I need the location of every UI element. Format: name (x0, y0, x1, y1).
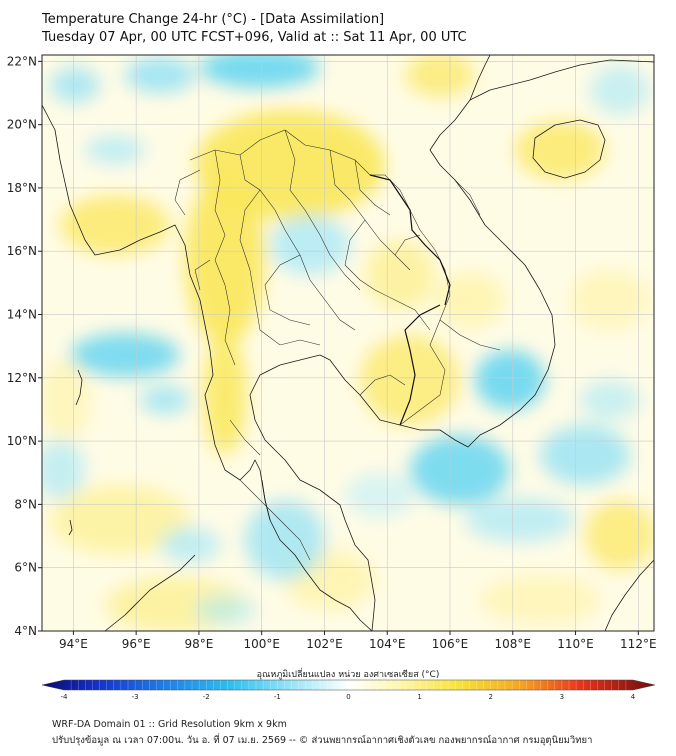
colorbar-tick-label: 4 (631, 693, 636, 701)
colorbar-tick-label: -4 (61, 693, 69, 701)
colorbar-tick-label: -1 (274, 693, 281, 701)
map-frame (41, 54, 655, 632)
footer-update-info: ปรับปรุงข้อมูล ณ เวลา 07:00น. วัน อ. ที่… (52, 735, 593, 746)
temperature-field (42, 55, 654, 631)
lon-tick-label: 100°E (243, 637, 280, 651)
lon-tick-label: 112°E (620, 637, 657, 651)
colorbar-tick-label: -2 (203, 693, 210, 701)
colorbar-tick-label: 2 (489, 693, 493, 701)
axis-ticks: 22°N 20°N 18°N 16°N 14°N 12°N 10°N 8°N 6°N 4°N 94°… (7, 54, 657, 651)
lat-tick-label: 22°N (7, 54, 37, 68)
lon-tick-label: 106°E (432, 637, 469, 651)
colorbar-tick-label: 0 (346, 693, 350, 701)
lon-tick-label: 104°E (369, 637, 406, 651)
lon-tick-label: 102°E (306, 637, 343, 651)
lon-tick-label: 108°E (495, 637, 532, 651)
footer-model-info: WRF-DA Domain 01 :: Grid Resolution 9km … (52, 719, 287, 730)
lat-tick-label: 12°N (7, 371, 37, 385)
lat-tick-label: 8°N (14, 497, 37, 511)
lat-tick-label: 10°N (7, 434, 37, 448)
lat-tick-label: 6°N (14, 561, 37, 575)
chart-subtitle: Tuesday 07 Apr, 00 UTC FCST+096, Valid a… (42, 30, 467, 45)
lat-tick-label: 4°N (14, 624, 37, 638)
national-borders (369, 174, 451, 426)
coastlines (42, 55, 654, 631)
colorbar-tick-label: -3 (132, 693, 139, 701)
chart-title: Temperature Change 24-hr (°C) - [Data As… (42, 12, 385, 27)
lon-tick-label: 94°E (59, 637, 88, 651)
colorbar: อุณหภูมิเปลี่ยนแปลง หน่วย องศาเซลเซียส (… (41, 667, 656, 701)
province-borders (174, 129, 501, 561)
lat-tick-label: 20°N (7, 118, 37, 132)
lon-tick-label: 96°E (122, 637, 151, 651)
colorbar-title: อุณหภูมิเปลี่ยนแปลง หน่วย องศาเซลเซียส (… (257, 667, 440, 680)
lat-tick-label: 16°N (7, 244, 37, 258)
lon-tick-label: 110°E (557, 637, 594, 651)
colorbar-tick-label: 1 (417, 693, 421, 701)
lon-tick-label: 98°E (184, 637, 213, 651)
lat-tick-label: 18°N (7, 181, 37, 195)
lat-tick-label: 14°N (7, 308, 37, 322)
colorbar-tick-label: 3 (560, 693, 564, 701)
